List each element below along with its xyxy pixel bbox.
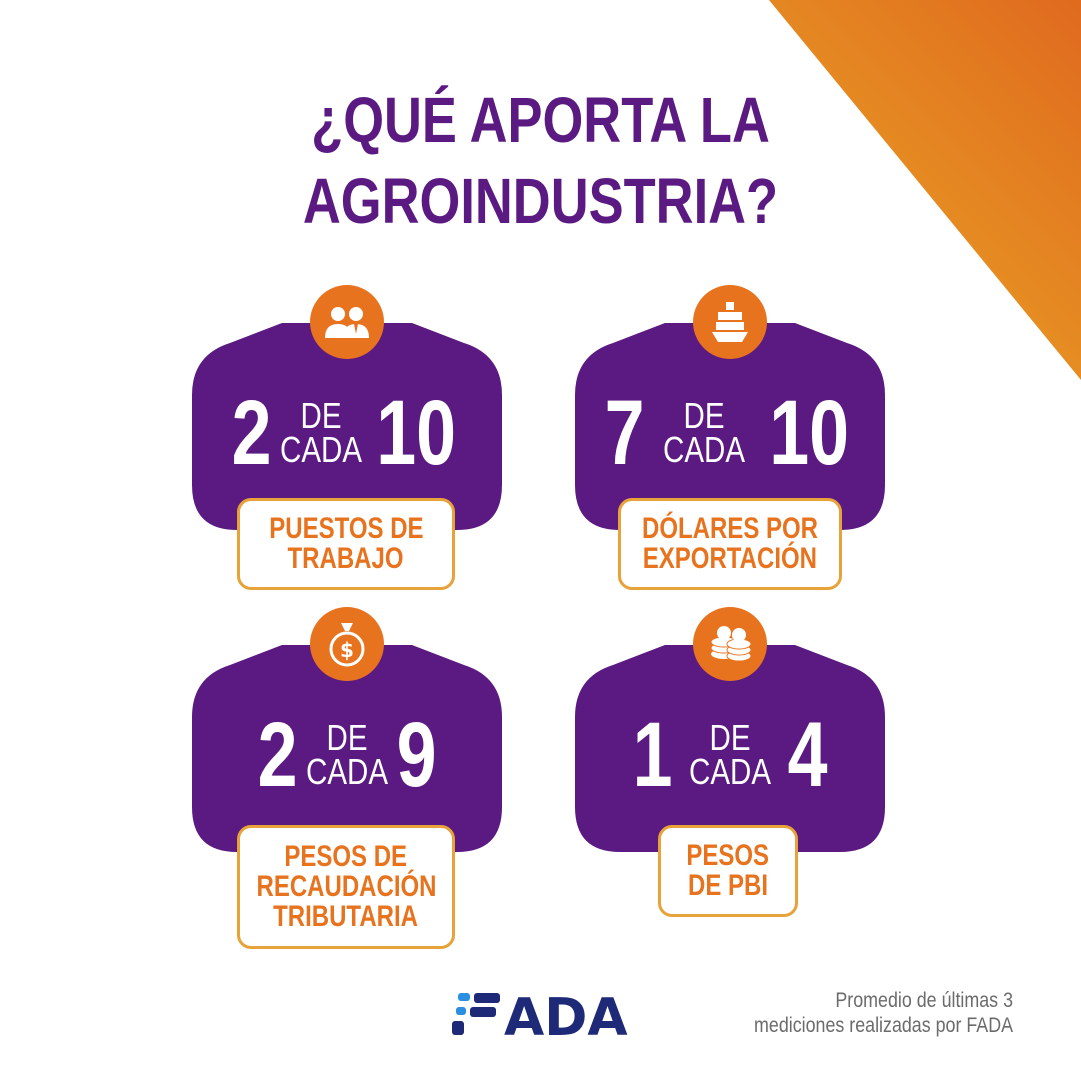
title-line-2: AGROINDUSTRIA? [302,165,779,238]
stat-de: DE [709,716,751,758]
stat-de-cada: DE CADA [280,394,363,470]
card-background [575,323,885,530]
stat-total: 10 [769,382,850,484]
label-line: DE PBI [687,869,769,902]
card-background [192,645,502,852]
label-line: EXPORTACIÓN [642,542,818,575]
stat-cada: CADA [305,751,389,792]
stat-card-taxes: $ 2 DE CADA 9 PESOS DE RECAUDACIÓN TRIBU… [192,607,502,952]
stat-ratio: 1 DE CADA 4 [575,709,885,801]
stat-cada: CADA [663,429,746,470]
footnote: Promedio de últimas 3 mediciones realiza… [693,988,1013,1038]
cargo-ship-icon [693,285,767,359]
label-line: DÓLARES POR [641,512,819,545]
stat-number: 2 [257,704,298,806]
label-line: PESOS [686,839,770,872]
stat-card-gdp: 1 DE CADA 4 PESOS DE PBI [575,607,885,917]
page-title: ¿QUÉ APORTA LA AGROINDUSTRIA? [97,80,983,243]
stat-total: 10 [376,382,457,484]
stat-number: 1 [632,704,673,806]
stat-cada: CADA [688,751,772,792]
stat-number: 2 [231,382,272,484]
label-line: TRIBUTARIA [273,900,419,933]
people-icon [310,285,384,359]
stat-cada: CADA [280,429,363,470]
stat-label: PESOS DE PBI [658,825,798,917]
stat-ratio: 2 DE CADA 10 [192,387,502,479]
stat-number: 7 [604,382,645,484]
stat-ratio: 2 DE CADA 9 [192,709,502,801]
stat-de: DE [326,716,368,758]
stat-de-cada: DE CADA [305,716,389,792]
stat-de: DE [300,394,342,436]
stat-de-cada: DE CADA [663,394,746,470]
stat-label: PUESTOS DE TRABAJO [237,498,455,590]
label-line: RECAUDACIÓN [256,870,436,903]
coins-icon [693,607,767,681]
stat-total: 9 [396,704,437,806]
stat-total: 4 [787,704,828,806]
stat-card-jobs: 2 DE CADA 10 PUESTOS DE TRABAJO [192,285,502,595]
stat-ratio: 7 DE CADA 10 [575,387,885,479]
fada-logo: ADA [452,985,644,1048]
title-line-1: ¿QUÉ APORTA LA [311,84,770,156]
svg-text:$: $ [340,638,354,662]
label-line: PUESTOS DE [268,512,424,545]
card-background [192,323,502,530]
stat-de-cada: DE CADA [688,716,772,792]
label-line: TRABAJO [287,542,404,575]
stat-label: DÓLARES POR EXPORTACIÓN [618,498,842,590]
logo-wordmark: ADA [504,988,628,1041]
footnote-line-2: mediciones realizadas por FADA [754,1014,1013,1038]
stat-de: DE [683,394,725,436]
stat-label: PESOS DE RECAUDACIÓN TRIBUTARIA [237,825,455,949]
footnote-line-1: Promedio de últimas 3 [835,989,1013,1012]
money-bag-icon: $ [310,607,384,681]
card-background [575,645,885,852]
label-line: PESOS DE [284,840,408,873]
stat-card-exports: 7 DE CADA 10 DÓLARES POR EXPORTACIÓN [575,285,885,595]
